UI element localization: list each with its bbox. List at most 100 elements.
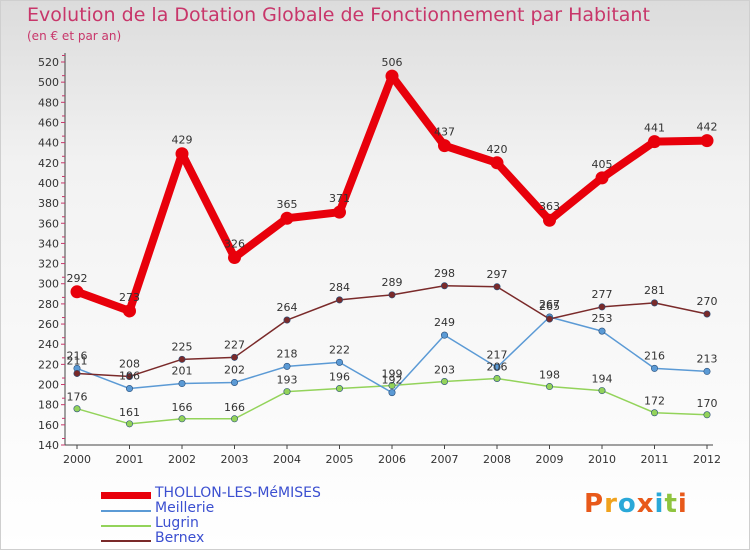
data-label: 201 (172, 365, 193, 378)
data-point (283, 362, 291, 370)
data-point (595, 171, 609, 185)
x-tick-label: 2006 (378, 453, 406, 466)
data-label: 206 (487, 360, 508, 373)
y-tick-label: 160 (38, 419, 59, 432)
data-label: 264 (277, 301, 298, 314)
data-point (650, 364, 658, 372)
legend-swatch-lugrin (101, 525, 151, 527)
x-tick-label: 2010 (588, 453, 616, 466)
legend-label-lugrin: Lugrin (155, 515, 199, 531)
data-label: 297 (487, 268, 508, 281)
y-tick-label: 340 (38, 237, 59, 250)
x-tick-label: 2007 (431, 453, 459, 466)
data-label: 216 (67, 349, 88, 362)
data-label: 218 (277, 347, 298, 360)
y-tick-label: 180 (38, 399, 59, 412)
y-tick-label: 400 (38, 177, 59, 190)
data-point (126, 385, 134, 393)
logo-letter: t (664, 489, 678, 519)
data-label: 506 (382, 56, 403, 69)
chart-subtitle: (en € et par an) (27, 29, 122, 43)
logo-letter: i (654, 489, 665, 519)
logo-letter: x (636, 489, 655, 519)
data-label: 292 (67, 272, 88, 285)
data-label: 170 (697, 397, 718, 410)
data-point (490, 156, 504, 170)
x-tick-label: 2005 (326, 453, 354, 466)
data-point (598, 303, 606, 311)
data-point (175, 147, 189, 161)
x-tick-label: 2011 (641, 453, 669, 466)
data-point (283, 388, 291, 396)
data-point (650, 299, 658, 307)
x-tick-label: 2009 (536, 453, 564, 466)
data-label: 437 (434, 126, 455, 139)
data-point (703, 310, 711, 318)
data-point (648, 135, 661, 149)
data-point (493, 374, 501, 382)
data-label: 365 (277, 198, 298, 211)
data-label: 298 (434, 267, 455, 280)
y-tick-label: 500 (38, 76, 59, 89)
data-point (73, 405, 81, 413)
legend-swatch-bernex (101, 540, 151, 542)
data-point (493, 363, 501, 371)
data-point (598, 327, 606, 335)
y-tick-label: 360 (38, 217, 59, 230)
y-tick-label: 280 (38, 298, 59, 311)
data-point (178, 415, 186, 423)
data-point (388, 382, 396, 390)
data-point (178, 380, 186, 388)
data-point (335, 385, 343, 393)
data-point (703, 367, 711, 375)
data-label: 284 (329, 281, 350, 294)
data-label: 211 (67, 354, 88, 367)
logo-letter: i (677, 489, 688, 519)
y-tick-label: 220 (38, 358, 59, 371)
data-point (126, 372, 134, 380)
data-label: 193 (277, 374, 298, 387)
data-point (545, 383, 553, 391)
data-label: 216 (644, 349, 665, 362)
data-label: 172 (644, 395, 665, 408)
data-point (700, 134, 714, 148)
y-tick-label: 440 (38, 137, 59, 150)
x-tick-label: 2008 (483, 453, 511, 466)
data-label: 196 (329, 371, 350, 384)
data-label: 176 (67, 391, 88, 404)
data-label: 442 (697, 121, 718, 134)
data-point (388, 389, 396, 397)
data-label: 208 (119, 357, 140, 370)
y-tick-label: 460 (38, 116, 59, 129)
legend-label-meillerie: Meillerie (155, 500, 215, 516)
data-point (543, 213, 556, 227)
data-point (178, 355, 186, 363)
data-point (598, 387, 606, 395)
data-point (545, 315, 553, 323)
data-label: 166 (224, 401, 245, 414)
data-label: 194 (592, 373, 613, 386)
data-point (440, 378, 448, 386)
data-point (335, 358, 343, 366)
logo-letter: o (617, 489, 637, 519)
data-point (283, 316, 291, 324)
x-tick-label: 2002 (168, 453, 196, 466)
data-label: 270 (697, 295, 718, 308)
data-label: 198 (539, 369, 560, 382)
x-tick-label: 2001 (116, 453, 144, 466)
data-label: 249 (434, 316, 455, 329)
legend-label-thollon: THOLLON-LES-MéMISES (155, 485, 321, 501)
data-point (280, 211, 294, 225)
data-point (231, 353, 239, 361)
data-label: 429 (172, 134, 193, 147)
data-point (438, 139, 451, 153)
data-point (123, 304, 136, 318)
legend-item-thollon: THOLLON-LES-MéMISES (101, 485, 401, 503)
data-point (440, 282, 448, 290)
data-point (388, 291, 396, 299)
data-label: 420 (487, 143, 508, 156)
y-tick-label: 200 (38, 379, 59, 392)
data-point (703, 411, 711, 419)
